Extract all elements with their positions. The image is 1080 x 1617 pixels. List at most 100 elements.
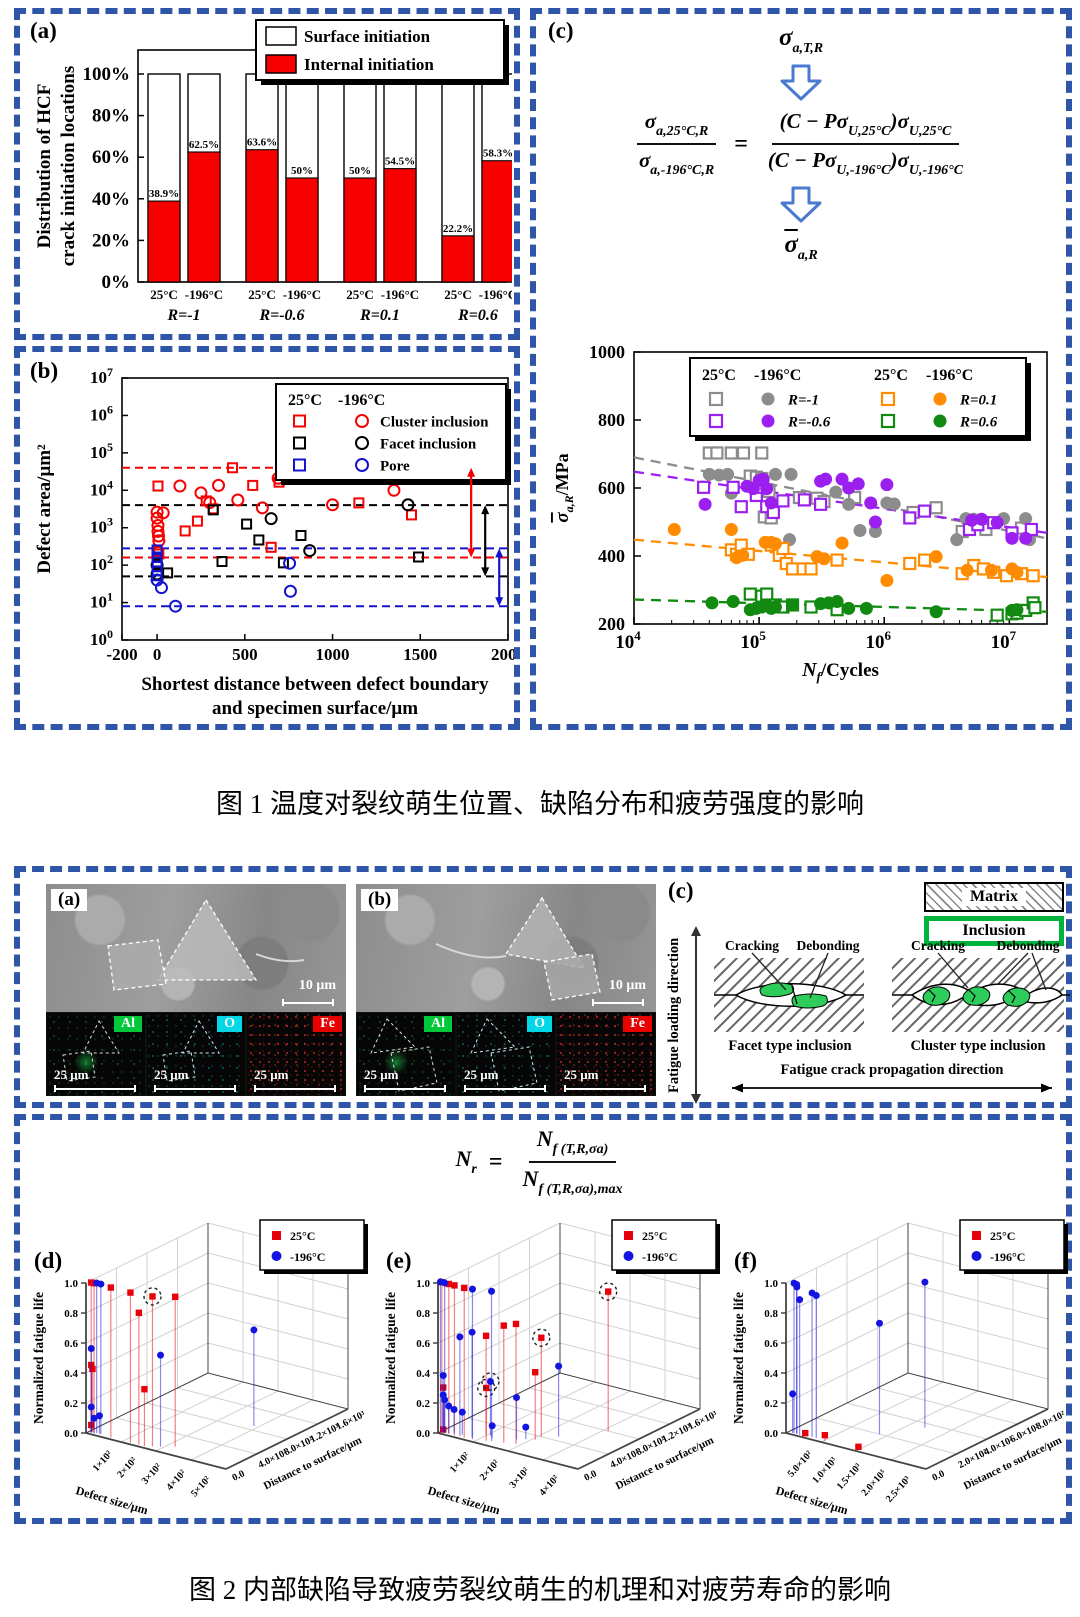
svg-text:0.0: 0.0 (582, 1468, 598, 1483)
svg-text:Shortest distance between defe: Shortest distance between defect boundar… (141, 674, 489, 695)
eds-scale-bar (154, 1085, 236, 1092)
svg-text:25°C: 25°C (642, 1229, 667, 1243)
element-chip-o: O (527, 1016, 552, 1032)
eds-map-o: O 25 μm (456, 1012, 556, 1096)
figure1-caption: 图 1 温度对裂纹萌生位置、缺陷分布和疲劳强度的影响 (216, 789, 864, 819)
svg-text:50%: 50% (291, 165, 313, 177)
svg-text:0.8: 0.8 (416, 1308, 430, 1320)
svg-text:R=-1: R=-1 (166, 307, 200, 324)
svg-text:Facet inclusion: Facet inclusion (380, 437, 477, 453)
3d-stem-chart-d: 0.0 0.2 0.4 0.6 0.8 1.0 1×10² 2×10² 3×10² 4×10² 5×… (31, 1219, 368, 1517)
svg-text:Nf/Cycles: Nf/Cycles (801, 659, 879, 684)
svg-text:106: 106 (90, 402, 113, 424)
svg-text:50%: 50% (349, 165, 371, 177)
3d-stem-chart-e: 0.0 0.2 0.4 0.6 0.8 1.0 1×10² 2×10² 3×10² 4×10² 0.… (383, 1219, 720, 1517)
crack-initiation-bar-chart: 0% 20% 40% 60% 80% 100% 38.9% 25°C 62.5% -196°C R=… (34, 19, 512, 324)
svg-text:R=0.6: R=0.6 (457, 307, 498, 324)
svg-text:105: 105 (740, 628, 766, 653)
fig1-panel-a-box: (a) 0% 20% 40% 60% 80% 100% 38.9% 25°C 62.5% -196… (14, 8, 520, 340)
eds-map-row: Al 25 μm O 25 μm Fe 25 μm (356, 1012, 656, 1096)
svg-text:1.0: 1.0 (64, 1278, 78, 1290)
svg-text:400: 400 (598, 546, 625, 566)
svg-text:-196°C: -196°C (926, 367, 973, 384)
svg-text:-196°C: -196°C (185, 287, 223, 302)
panel-label: (a) (51, 889, 88, 911)
sem-fracture-image: (b) 10 μm (356, 884, 656, 1012)
svg-text:2.5×10³: 2.5×10³ (884, 1474, 913, 1505)
svg-text:Surface initiation: Surface initiation (304, 27, 431, 46)
svg-text:0.6: 0.6 (64, 1338, 78, 1350)
element-chip-fe: Fe (313, 1016, 342, 1032)
svg-text:-196°C: -196°C (290, 1250, 325, 1264)
svg-text:54.5%: 54.5% (385, 156, 415, 168)
inclusion-legend-chip: Inclusion (924, 916, 1064, 946)
fig2-panel-d-label: (d) (34, 1248, 63, 1273)
svg-text:σa,R/MPa: σa,R/MPa (552, 453, 576, 522)
svg-text:100%: 100% (83, 64, 131, 85)
formula-lhs: Nr (455, 1146, 477, 1177)
svg-text:0.4: 0.4 (64, 1368, 78, 1380)
svg-text:1000: 1000 (316, 645, 350, 664)
svg-text:-196°C: -196°C (381, 287, 419, 302)
svg-text:101: 101 (90, 590, 113, 612)
fig2-sem-panel-b: (b) 10 μm Al 25 μm O 25 μm Fe 25 μm (356, 884, 656, 1096)
svg-text:-196°C: -196°C (283, 287, 321, 302)
svg-text:25°C: 25°C (150, 287, 178, 302)
svg-text:0.8: 0.8 (64, 1308, 78, 1320)
svg-text:Fatigue crack propagation dire: Fatigue crack propagation direction (781, 1062, 1004, 1078)
photo-scale-bar (592, 999, 644, 1006)
svg-text:0%: 0% (102, 272, 131, 293)
svg-text:200: 200 (598, 614, 625, 634)
svg-text:-196°C: -196°C (642, 1250, 677, 1264)
svg-text:104: 104 (615, 628, 641, 653)
svg-text:2×10²: 2×10² (478, 1458, 502, 1483)
svg-text:R=-0.6: R=-0.6 (258, 307, 304, 324)
svg-text:2.0×10³: 2.0×10³ (859, 1468, 888, 1499)
stress-conversion-flow: σa,T,R σa,25°C,R σa,-196°C,R = (C − PσU,… (536, 24, 1066, 264)
svg-text:0.0: 0.0 (930, 1468, 946, 1483)
svg-text:106: 106 (865, 628, 891, 653)
svg-text:Internal initiation: Internal initiation (304, 55, 434, 74)
svg-text:Defect size/μm: Defect size/μm (74, 1483, 149, 1517)
svg-text:-196°C: -196°C (338, 392, 385, 409)
svg-text:25°C: 25°C (248, 287, 276, 302)
eds-map-fe: Fe 25 μm (556, 1012, 656, 1096)
facet-outline-overlay (107, 898, 305, 991)
svg-text:20%: 20% (92, 230, 130, 251)
svg-text:1.0: 1.0 (416, 1278, 430, 1290)
defect-distance-scatter-chart: 100 101 102 103 104 105 106 107 -200 0 500 1000 1500… (34, 365, 514, 719)
svg-text:102: 102 (90, 552, 113, 574)
panel-label: (b) (361, 889, 399, 911)
svg-text:3×10²: 3×10² (140, 1462, 164, 1487)
svg-text:-200: -200 (106, 645, 137, 664)
svg-text:40%: 40% (92, 189, 130, 210)
equation-rhs: (C − PσU,25°C)σU,25°C (C − PσU,-196°C)σU… (767, 109, 964, 178)
element-chip-al: Al (424, 1016, 452, 1032)
svg-text:5×10²: 5×10² (189, 1474, 213, 1499)
fig2-bottom-box: Nr = Nf (T,R,σa) Nf (T,R,σa),max (d) (e)… (14, 1114, 1072, 1524)
svg-text:0.2: 0.2 (416, 1398, 430, 1410)
svg-text:Cracking: Cracking (725, 938, 779, 953)
svg-text:107: 107 (90, 365, 113, 387)
svg-text:100: 100 (90, 627, 113, 649)
eds-map-al: Al 25 μm (46, 1012, 146, 1096)
svg-text:3×10²: 3×10² (508, 1466, 532, 1491)
svg-text:107: 107 (991, 628, 1017, 653)
svg-text:Defect size/μm: Defect size/μm (426, 1483, 501, 1517)
svg-text:2×10²: 2×10² (115, 1455, 139, 1480)
eds-map-al: Al 25 μm (356, 1012, 456, 1096)
svg-text:Pore: Pore (380, 459, 410, 475)
svg-text:R=0.1: R=0.1 (359, 307, 400, 324)
svg-text:4×10²: 4×10² (537, 1473, 561, 1498)
down-arrow-icon (780, 186, 822, 223)
svg-text:1.0×10³: 1.0×10³ (810, 1455, 839, 1486)
svg-text:80%: 80% (92, 106, 130, 127)
svg-text:Normalized fatigue life: Normalized fatigue life (31, 1292, 46, 1424)
svg-text:22.2%: 22.2% (443, 223, 473, 235)
eds-map-o: O 25 μm (146, 1012, 246, 1096)
svg-text:0.4: 0.4 (416, 1368, 430, 1380)
svg-text:-196°C: -196°C (479, 287, 512, 302)
svg-text:Distribution of HCF: Distribution of HCF (34, 84, 55, 249)
